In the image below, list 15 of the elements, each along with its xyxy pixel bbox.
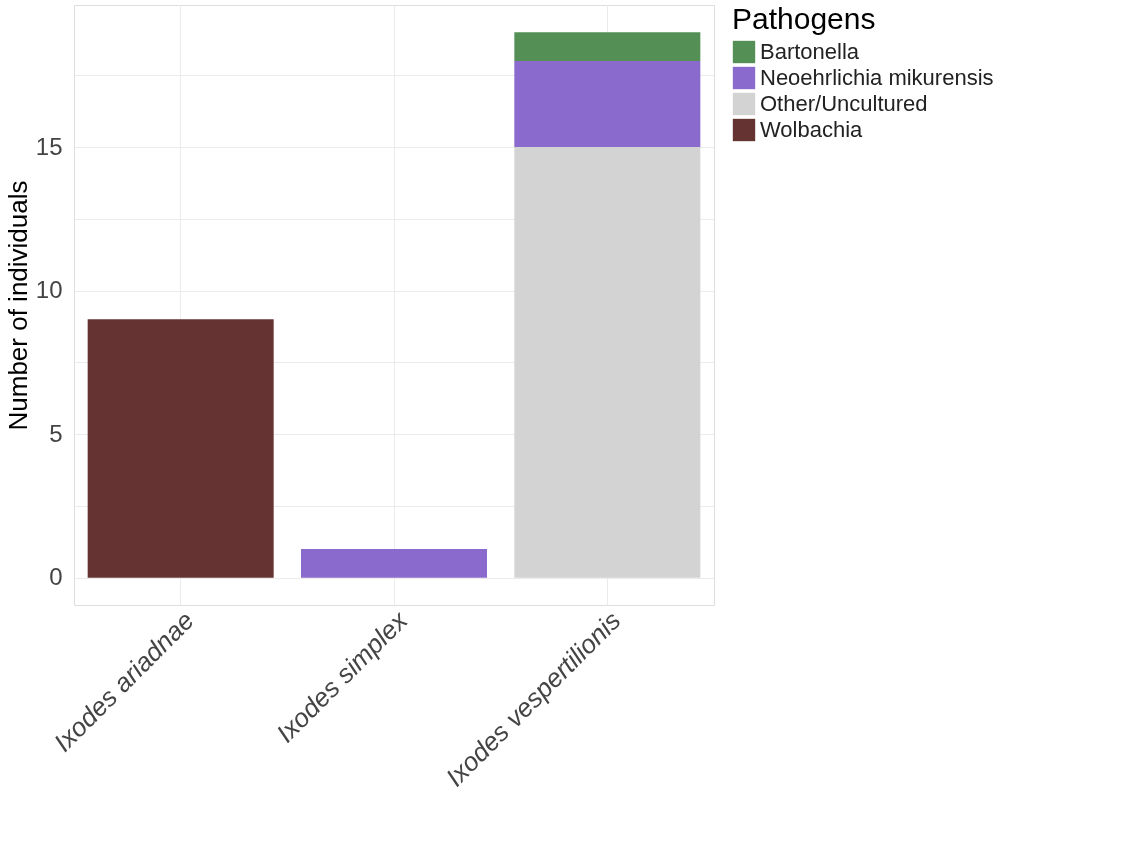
y-tick-label: 15 [35, 132, 63, 160]
legend-title: Pathogens [732, 2, 876, 35]
bar [514, 60, 701, 148]
legend-label: Neoehrlichia mikurensis [760, 65, 994, 90]
bar [514, 32, 701, 61]
bar [301, 549, 487, 578]
y-tick-label: 10 [35, 276, 63, 304]
legend-label: Other/Uncultured [760, 91, 928, 116]
bar [514, 147, 701, 578]
legend-label: Bartonella [760, 39, 860, 64]
bar [87, 319, 274, 578]
y-axis-title: Number of individuals [2, 180, 33, 431]
y-tick-label: 5 [49, 419, 63, 447]
legend-label: Wolbachia [760, 117, 864, 142]
y-tick-label: 0 [49, 563, 63, 591]
